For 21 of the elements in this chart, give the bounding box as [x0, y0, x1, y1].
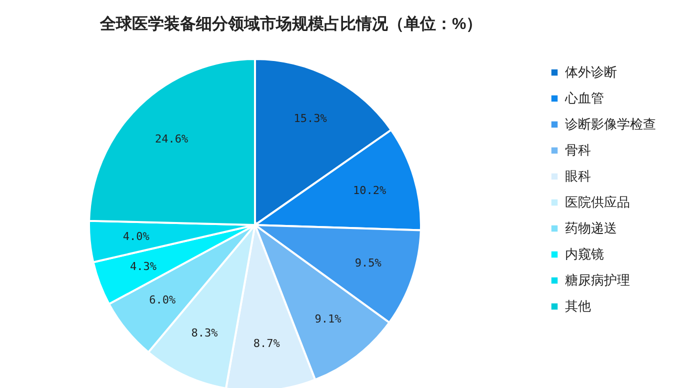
- data-label: 15.3%: [294, 112, 328, 126]
- data-label: 9.5%: [354, 256, 382, 270]
- data-label: 4.0%: [122, 230, 150, 243]
- chart-title: 全球医学装备细分领域市场规模占比情况（单位：%）: [99, 15, 482, 33]
- legend-label: 药物递送: [565, 220, 617, 236]
- data-label: 8.7%: [253, 336, 280, 350]
- legend-label: 医院供应品: [565, 194, 630, 210]
- data-label: 6.0%: [149, 294, 176, 307]
- data-label: 9.1%: [314, 312, 342, 326]
- legend-label: 心血管: [564, 90, 604, 106]
- data-label: 4.3%: [130, 260, 157, 274]
- legend-label: 内窥镜: [565, 246, 604, 262]
- legend-label: 其他: [565, 298, 591, 314]
- legend-label: 眼科: [565, 168, 591, 184]
- legend-label: 糖尿病护理: [565, 272, 630, 288]
- legend-label: 骨科: [565, 142, 591, 158]
- data-label: 24.6%: [154, 132, 188, 146]
- legend-label: 体外诊断: [565, 64, 617, 80]
- legend-label: 诊断影像学检查: [565, 116, 656, 132]
- data-label: 8.3%: [191, 326, 218, 340]
- data-label: 10.2%: [353, 184, 386, 197]
